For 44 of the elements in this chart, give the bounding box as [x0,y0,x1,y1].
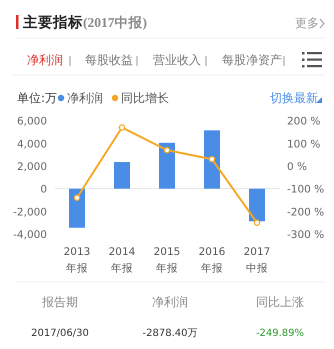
y2-tick-label: -200 % [287,206,324,218]
y2-tick-label: 100 % [287,138,320,150]
text: 报告期 [41,295,78,309]
legend-label: 同比增长 [121,91,169,105]
y2-tick-label: 200 % [287,116,320,128]
point [74,194,80,201]
text: 每股净资产 [222,53,282,67]
x-tick-label: 2015 年报 [154,246,180,274]
x-tick-label: 2016 年报 [198,246,226,274]
text: 净利润 [152,295,188,309]
text: 切换最新 [270,91,318,105]
bar [249,188,265,222]
y-tick-label: -2,000 [13,206,47,218]
text: 营业收入 [153,53,201,67]
point [118,124,126,131]
chart-subtitle: (2017中报) [83,15,147,30]
legend-label: 净利润 [67,91,103,105]
x-tick-label: 2017 中报 [244,246,270,274]
text: 同比上涨 [256,295,304,309]
bar [69,188,85,228]
y-tick-label: 4,000 [16,138,47,150]
y2-tick-label: -300 % [287,229,324,241]
y-tick-label: -4,000 [13,229,47,241]
y-tick-label: 0 [40,184,47,196]
bar [204,130,220,189]
text: -2878.40万 [142,328,198,339]
text: 2017/06/30 [31,328,89,339]
y-tick-label: 6,000 [16,116,47,128]
bar [114,162,130,189]
text: 净利润 [27,53,63,67]
bar [159,142,175,189]
x-tick-label: 2014 年报 [108,246,136,274]
point [164,146,170,154]
chart-title: 主要指标 [22,13,83,31]
text: 每股收益 [85,53,133,67]
y-axis-title: 单位:万 [17,91,58,105]
point [254,219,260,226]
point [208,156,216,162]
text: 更多 [295,16,319,30]
text: -249.89% [256,328,304,339]
x-tick-label: 2013 年报 [64,246,90,274]
y2-tick-label: 0 % [287,161,308,174]
y2-tick-label: -100 % [287,184,324,196]
y-tick-label: 2,000 [16,161,47,174]
